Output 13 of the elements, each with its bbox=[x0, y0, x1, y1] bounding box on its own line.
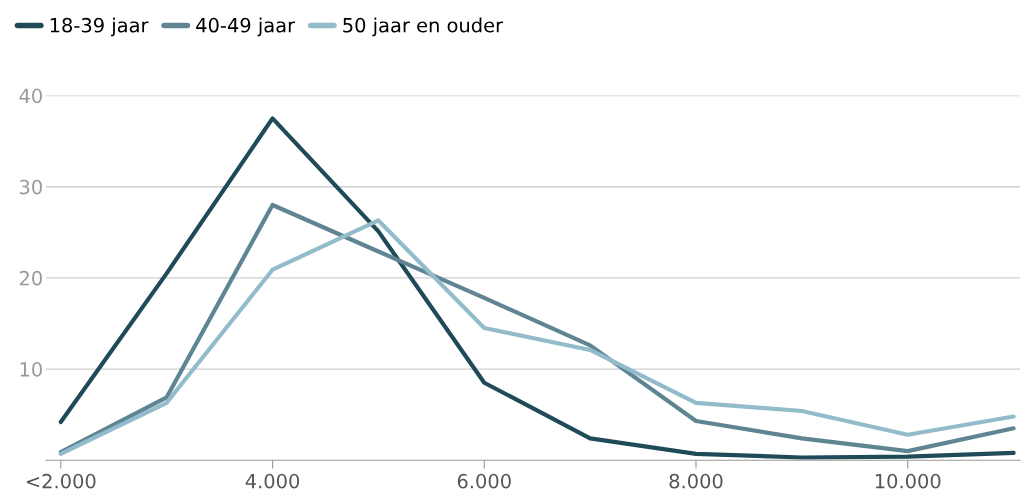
x-tick-label: <2.000 bbox=[26, 473, 96, 489]
legend-label: 50 jaar en ouder bbox=[343, 17, 504, 37]
x-tick-label: 6.000 bbox=[457, 473, 511, 489]
y-tick-label: 30 bbox=[19, 179, 42, 195]
line-series bbox=[58, 116, 1016, 460]
x-tick-label: 8.000 bbox=[669, 473, 723, 489]
y-tick-label: 40 bbox=[19, 88, 42, 104]
x-tick-label: 4.000 bbox=[245, 473, 300, 489]
legend-label: 18-39 jaar bbox=[50, 17, 149, 37]
y-tick-label: 10 bbox=[20, 362, 42, 377]
y-tick-label: 20 bbox=[19, 270, 42, 286]
legend-label: 40-49 jaar bbox=[196, 17, 296, 37]
x-tick-label: 10.000 bbox=[875, 473, 941, 489]
